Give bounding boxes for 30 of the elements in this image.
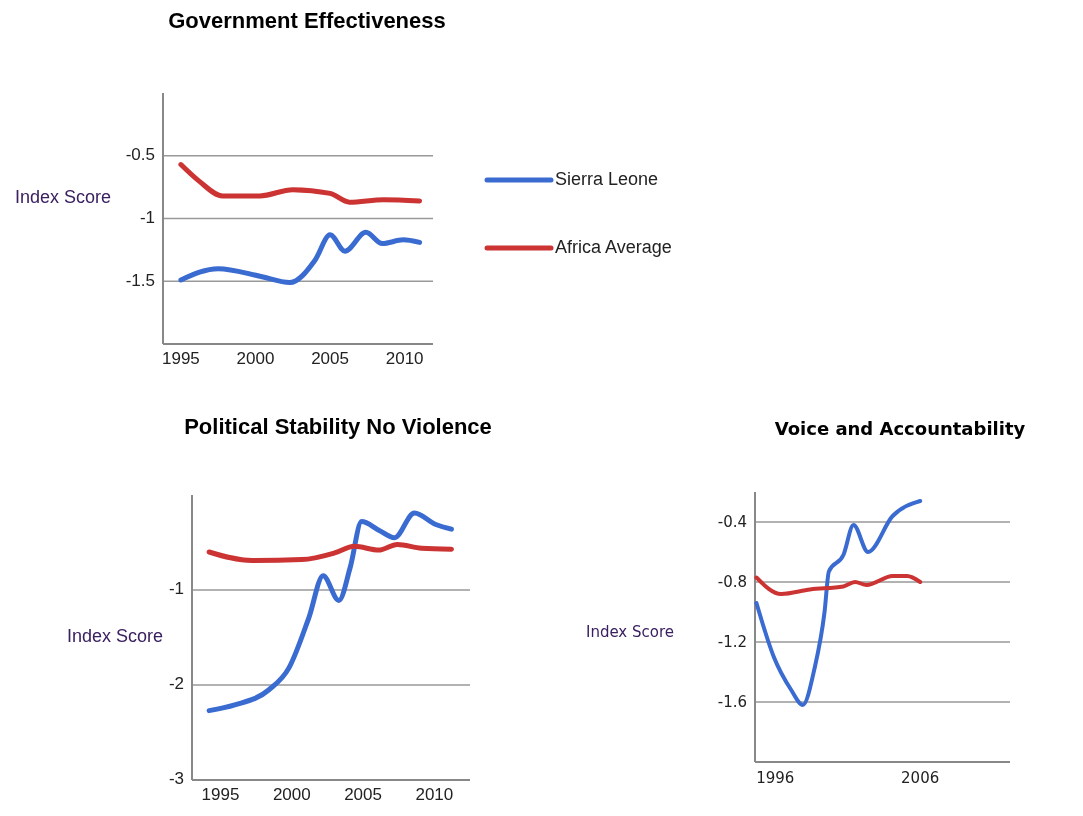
x-tick-label: 2005	[311, 349, 349, 369]
line-series	[754, 574, 923, 596]
y-tick-label: -2	[168, 674, 184, 694]
y-tick-label: -0.5	[125, 145, 155, 165]
line-series	[754, 499, 923, 707]
x-tick-label: 1995	[201, 785, 240, 805]
x-tick-label: 2006	[901, 768, 940, 787]
x-tick-label: 2010	[385, 349, 424, 369]
x-tick-label: 1996	[756, 768, 795, 787]
x-tick-label: 1995	[161, 349, 200, 369]
y-tick-label: -1	[168, 579, 184, 599]
y-axis-title: Index Score	[66, 626, 164, 647]
y-tick-label: -1.5	[125, 270, 155, 290]
chart-title: Voice and Accountability	[774, 418, 1026, 439]
legend-label: Africa Average	[555, 236, 672, 257]
y-tick-label: -0.8	[717, 572, 747, 591]
y-tick-label: -3	[168, 769, 184, 789]
x-tick-label: 2000	[236, 349, 275, 369]
y-tick-label: -1.6	[717, 692, 747, 711]
y-tick-label: -0.4	[717, 512, 747, 531]
chart-title: Political Stability No Violence	[184, 413, 492, 439]
y-axis-title: Index Score	[585, 622, 675, 641]
x-tick-label: 2000	[272, 785, 311, 805]
y-axis-title: Index Score	[14, 187, 112, 208]
y-tick-label: -1.2	[717, 632, 747, 651]
legend-label: Sierra Leone	[555, 168, 659, 189]
x-tick-label: 2005	[344, 785, 382, 805]
y-tick-label: -1	[139, 207, 155, 227]
chart-title: Government Effectiveness	[168, 7, 446, 33]
x-tick-label: 2010	[415, 785, 454, 805]
